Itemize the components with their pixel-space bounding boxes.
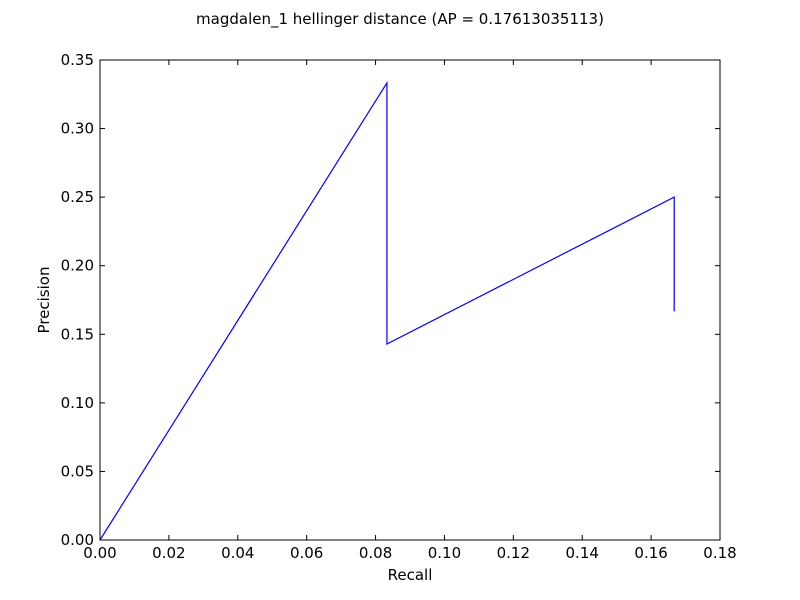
y-tick-label: 0.25 xyxy=(61,188,94,206)
x-tick-label: 0.12 xyxy=(497,544,530,562)
x-tick-label: 0.00 xyxy=(83,544,116,562)
y-tick-label: 0.30 xyxy=(61,120,94,138)
plot-frame xyxy=(99,59,721,541)
x-tick-label: 0.06 xyxy=(290,544,323,562)
y-axis-label: Precision xyxy=(35,267,53,334)
x-tick-label: 0.04 xyxy=(221,544,254,562)
y-tick-label: 0.15 xyxy=(61,325,94,343)
x-axis-label: Recall xyxy=(388,566,433,584)
x-tick-label: 0.10 xyxy=(428,544,461,562)
x-tick-label: 0.02 xyxy=(152,544,185,562)
x-axis-ticks: 0.00 0.02 0.04 0.06 0.08 0.10 0.12 0.14 0.16 0.18 xyxy=(83,60,737,562)
series-lines xyxy=(99,80,675,541)
y-tick-label: 0.05 xyxy=(61,462,94,480)
precision-recall-line xyxy=(99,80,675,541)
y-tick-label: 0.00 xyxy=(61,531,94,549)
x-tick-label: 0.08 xyxy=(359,544,392,562)
x-tick-label: 0.18 xyxy=(703,544,736,562)
y-tick-label: 0.35 xyxy=(61,51,94,69)
y-tick-label: 0.20 xyxy=(61,257,94,275)
x-tick-label: 0.14 xyxy=(566,544,599,562)
chart-title: magdalen_1 hellinger distance (AP = 0.17… xyxy=(196,10,604,29)
x-tick-label: 0.16 xyxy=(634,544,667,562)
y-tick-label: 0.10 xyxy=(61,394,94,412)
y-axis-ticks: 0.00 0.05 0.10 0.15 0.20 0.25 0.30 0.35 xyxy=(61,51,720,549)
